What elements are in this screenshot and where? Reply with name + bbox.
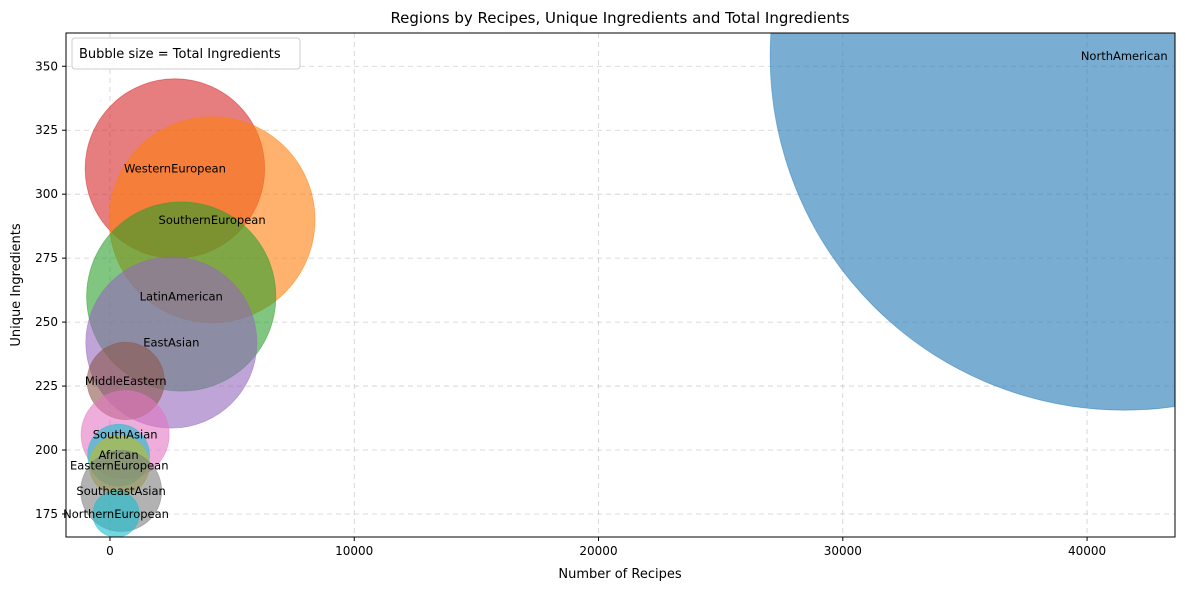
legend-box	[71, 37, 301, 70]
x-tick-label: 10000	[335, 544, 373, 558]
bubble-label-eastasian: EastAsian	[143, 336, 199, 350]
y-tick-label: 250	[35, 315, 58, 329]
bubble-northamerican	[769, 33, 1175, 411]
x-axis-ticks: 0 10000 20000 30000 40000	[106, 537, 1106, 558]
x-axis-label: Number of Recipes	[558, 567, 681, 582]
x-tick-label: 20000	[579, 544, 617, 558]
y-tick-label: 175	[35, 507, 58, 521]
bubble-label-northamerican: NorthAmerican	[1081, 49, 1168, 63]
x-tick-label: 0	[106, 544, 114, 558]
bubble-northerneuropean	[92, 490, 140, 537]
x-tick-label: 30000	[824, 544, 862, 558]
bubble-labels-group: NorthAmerican WesternEuropean SouthernEuro…	[63, 49, 1168, 521]
y-tick-label: 225	[35, 379, 58, 393]
bubble-label-southeastasian: SoutheastAsian	[76, 484, 165, 498]
bubble-label-southerneuropean: SouthernEuropean	[159, 213, 266, 227]
y-axis-label: Unique Ingredients	[9, 223, 24, 347]
bubble-label-westerneuropean: WesternEuropean	[124, 162, 226, 176]
y-tick-label: 300	[35, 187, 58, 201]
y-tick-label: 200	[35, 443, 58, 457]
x-tick-label: 40000	[1068, 544, 1106, 558]
y-tick-label: 325	[35, 123, 58, 137]
plot-frame	[65, 32, 1176, 538]
y-axis-ticks: 175 200 225 250 275 300 325 350	[35, 59, 66, 521]
bubble-label-southasian: SouthAsian	[93, 428, 158, 442]
y-tick-label: 350	[35, 59, 58, 73]
bubble-label-latinamerican: LatinAmerican	[140, 290, 223, 304]
bubble-label-easterneuropean: EasternEuropean	[70, 458, 168, 472]
bubbles-group	[80, 33, 1175, 537]
bubble-label-african: African	[99, 448, 139, 462]
chart-title: Regions by Recipes, Unique Ingredients a…	[390, 9, 849, 27]
bubble-label-northerneuropean: NorthernEuropean	[63, 507, 169, 521]
y-tick-label: 275	[35, 251, 58, 265]
legend: Bubble size = Total Ingredients	[71, 37, 301, 70]
legend-text: Bubble size = Total Ingredients	[79, 47, 281, 62]
bubble-label-middleeastern: MiddleEastern	[85, 374, 167, 388]
